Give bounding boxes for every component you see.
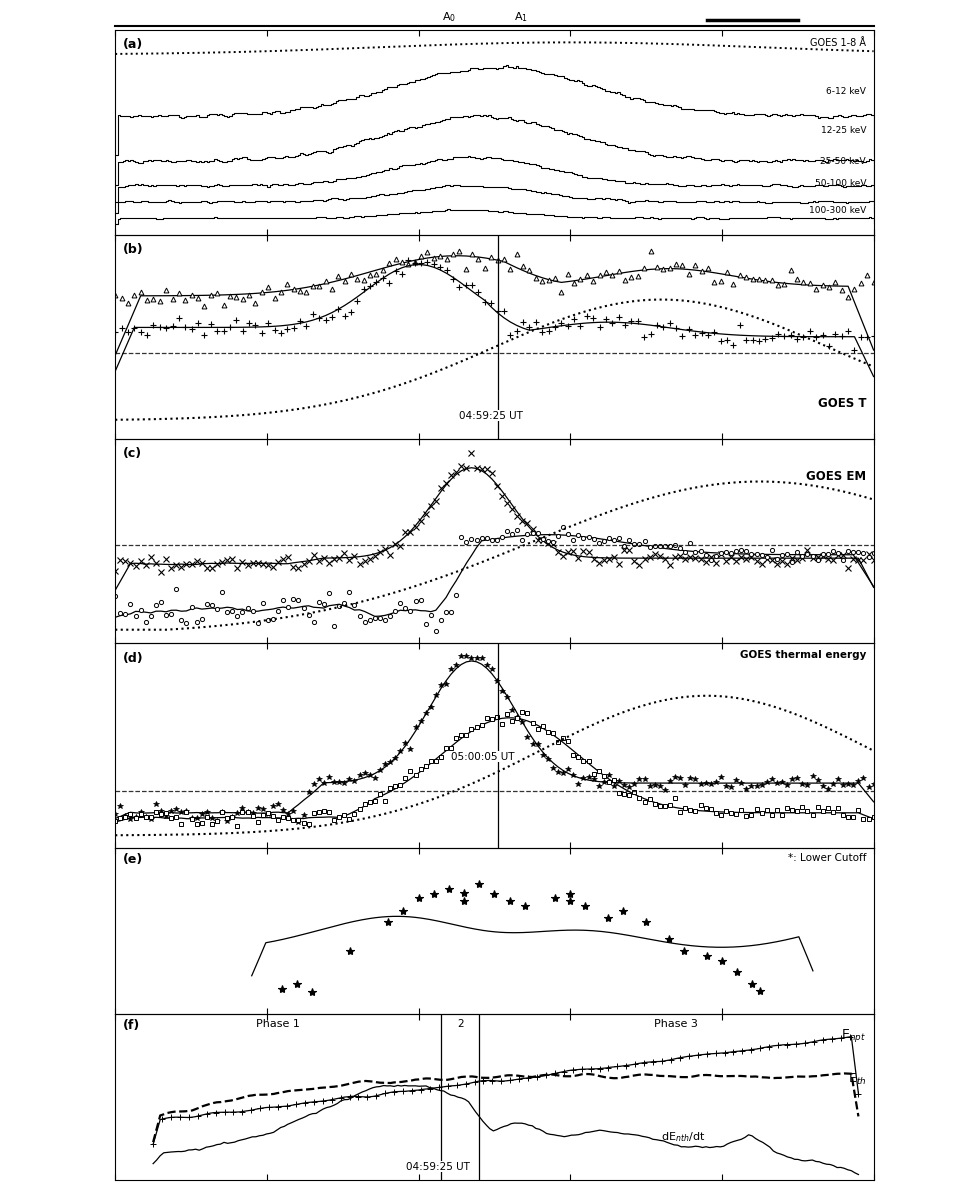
Text: dE$_{nth}$/dt: dE$_{nth}$/dt bbox=[661, 1131, 706, 1144]
Text: 50-100 keV: 50-100 keV bbox=[814, 179, 866, 188]
Text: GOES EM: GOES EM bbox=[805, 470, 866, 483]
Text: Phase 1: Phase 1 bbox=[256, 1019, 300, 1028]
Text: A$_1$: A$_1$ bbox=[514, 10, 528, 24]
Text: E$_{th}$: E$_{th}$ bbox=[848, 1072, 866, 1087]
Text: A$_0$: A$_0$ bbox=[442, 10, 456, 24]
Text: 6-12 keV: 6-12 keV bbox=[827, 88, 866, 96]
Text: (d): (d) bbox=[123, 651, 143, 665]
Text: GOES T: GOES T bbox=[818, 397, 866, 411]
Text: (a): (a) bbox=[123, 39, 143, 52]
Text: *: Lower Cutoff: *: Lower Cutoff bbox=[787, 852, 866, 863]
Text: E$_{npt}$: E$_{npt}$ bbox=[841, 1027, 866, 1044]
Text: GOES thermal energy: GOES thermal energy bbox=[739, 650, 866, 660]
Text: GOES 1-8 Å: GOES 1-8 Å bbox=[810, 39, 866, 48]
Text: (c): (c) bbox=[123, 447, 142, 460]
Text: (b): (b) bbox=[123, 243, 143, 255]
Text: 04:59:25 UT: 04:59:25 UT bbox=[405, 1162, 469, 1171]
Text: 04:59:25 UT: 04:59:25 UT bbox=[459, 411, 522, 420]
Text: 25-50 keV: 25-50 keV bbox=[821, 157, 866, 166]
Text: (e): (e) bbox=[123, 852, 143, 866]
Text: 12-25 keV: 12-25 keV bbox=[821, 126, 866, 135]
Text: 2: 2 bbox=[457, 1019, 464, 1028]
Text: 05:00:05 UT: 05:00:05 UT bbox=[451, 751, 515, 762]
Text: 100-300 keV: 100-300 keV bbox=[808, 206, 866, 214]
Text: Phase 3: Phase 3 bbox=[655, 1019, 698, 1028]
Text: (f): (f) bbox=[123, 1019, 140, 1032]
